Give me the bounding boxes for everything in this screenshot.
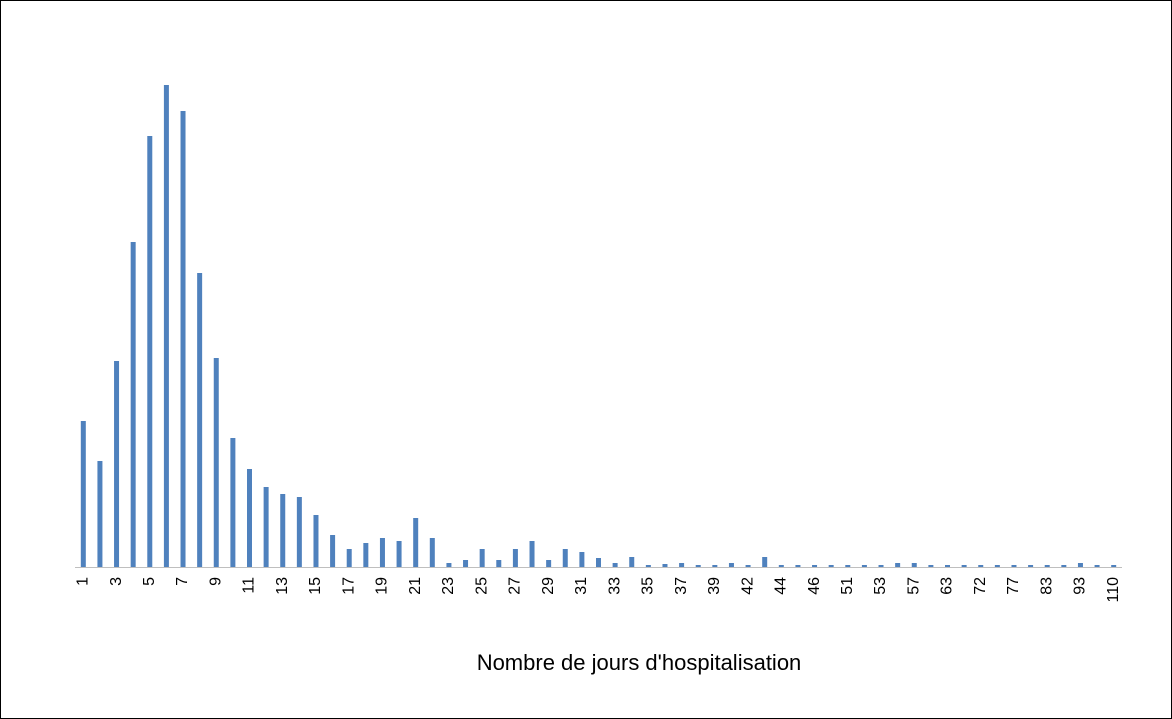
bar [945,565,950,567]
bar [911,563,917,567]
x-tick-label: 1 [75,577,92,586]
x-tick-label: 42 [739,577,756,595]
bar [230,438,236,567]
bar [895,563,901,567]
x-tick-label: 9 [207,577,224,586]
x-tick-label: 35 [640,577,657,595]
bar [828,565,834,567]
bar [812,565,818,567]
bar [612,563,618,567]
x-axis-title: Nombre de jours d'hospitalisation [477,650,802,675]
x-tick-label: 27 [507,577,524,595]
bar [579,552,585,567]
bar [363,543,369,567]
x-tick-label: 63 [939,577,956,595]
x-tick-label: 53 [872,577,889,595]
bar [596,558,601,567]
bar [1028,565,1034,567]
bar [1077,563,1083,567]
bar [80,421,86,567]
bar [529,541,535,567]
bar [180,111,186,567]
bar [213,358,219,567]
x-tick-label: 46 [806,577,823,595]
x-tick-label: 5 [141,577,158,586]
x-tick-label: 3 [108,577,125,586]
bar [197,273,203,567]
x-tick-label: 17 [340,577,357,595]
bar [1061,565,1067,567]
bar [795,565,801,567]
bar [562,549,568,567]
bar [1044,565,1050,567]
x-tick-label: 15 [307,577,324,595]
bar [147,136,153,567]
bar [645,565,651,567]
bar [662,564,668,567]
x-tick-label: 93 [1072,577,1089,595]
bar [546,560,552,567]
bar [878,565,884,567]
bar [396,541,402,567]
bar [163,85,169,567]
bar [463,560,469,567]
x-tick-label: 33 [606,577,623,595]
bar [346,549,352,567]
bar [313,515,319,567]
x-tick-label: 11 [241,577,258,594]
x-tick-label: 77 [1005,577,1022,595]
bar [679,563,685,567]
x-tick-label: 21 [407,577,424,595]
bar [961,565,967,567]
bar [479,549,485,567]
x-tick-label: 31 [573,577,590,595]
x-tick-label: 13 [274,577,291,595]
bar [928,565,934,567]
bar [1111,565,1117,567]
bar [263,487,269,567]
x-tick-label: 25 [473,577,490,595]
bar [429,538,435,567]
bar [413,518,419,567]
x-tick-label: 23 [440,577,457,595]
bar [978,565,984,567]
x-tick-label: 72 [972,577,989,595]
bar [728,563,734,567]
x-tick-label: 110 [1105,577,1122,603]
bar [496,560,502,567]
bar [745,565,751,567]
bar [114,361,120,567]
bar [379,538,385,567]
bar [280,494,286,567]
bar [778,565,784,567]
x-tick-label: 51 [839,577,856,595]
bar [712,565,718,567]
bar [1094,565,1100,567]
bar [97,461,103,567]
bar [629,557,635,567]
bar [845,565,851,567]
bar [695,565,701,567]
x-tick-label: 29 [540,577,557,595]
bar [994,565,1000,567]
bar [446,563,452,567]
x-tick-label: 44 [773,577,790,595]
bar [247,469,252,567]
x-tick-label: 83 [1038,577,1055,595]
x-tick-label: 7 [174,577,191,586]
bar [512,549,518,567]
x-tick-label: 57 [905,577,922,595]
bar [130,242,136,567]
bar [1011,565,1017,567]
bar [861,565,867,567]
bar [762,557,768,567]
x-tick-label: 19 [374,577,391,595]
bar [330,535,336,567]
x-tick-label: 39 [706,577,723,595]
bar [296,497,302,567]
x-tick-label: 37 [673,577,690,595]
